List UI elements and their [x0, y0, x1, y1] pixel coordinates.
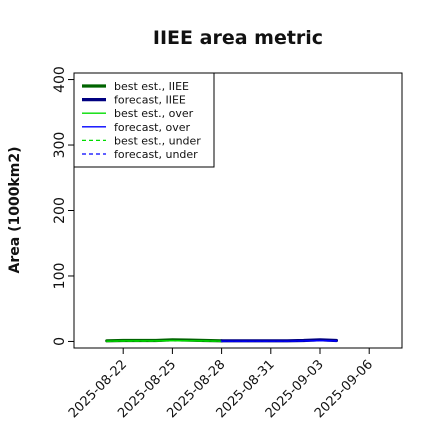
legend-label: forecast, under: [114, 148, 198, 161]
chart-title: IIEE area metric: [153, 27, 323, 49]
legend-box: [73, 72, 215, 168]
y-tick-label: 200: [52, 197, 68, 224]
y-tick-label: 400: [52, 66, 68, 93]
y-axis-label: Area (1000km2): [7, 147, 23, 274]
y-tick-label: 100: [52, 263, 68, 290]
legend-label: forecast, over: [114, 121, 190, 134]
y-tick-label: 300: [52, 132, 68, 159]
legend-label: best est., over: [114, 107, 194, 120]
series-layer: [105, 338, 338, 343]
legend-label: best est., under: [114, 134, 201, 147]
legend-label: forecast, IIEE: [114, 94, 186, 107]
y-tick-label: 0: [52, 337, 68, 346]
legend-label: best est., IIEE: [114, 80, 189, 93]
